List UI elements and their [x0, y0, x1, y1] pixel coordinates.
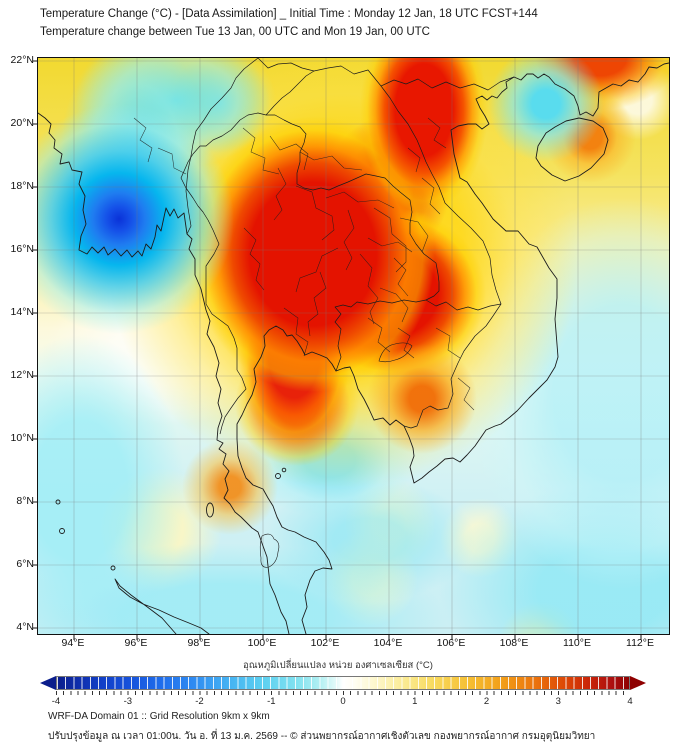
page-title: Temperature Change (°C) - [Data Assimila… [40, 8, 538, 20]
map-plot-area [33, 57, 670, 640]
colorbar-tick-label: -4 [51, 696, 61, 707]
lake-outlines [259, 342, 413, 568]
sumatra-coast [114, 578, 210, 635]
lon-axis-label: 108°E [499, 637, 529, 649]
lon-axis-label: 98°E [187, 637, 211, 649]
lon-axis-label: 100°E [247, 637, 277, 649]
geography-overlay [33, 57, 670, 640]
colorbar-tick-label: 0 [340, 696, 346, 707]
lat-axis-label: 22°N [10, 54, 34, 66]
grid-lines [38, 58, 669, 634]
temperature-heatmap-layer [38, 58, 669, 634]
colorbar-left-arrow [40, 676, 56, 690]
lat-axis-label: 16°N [10, 243, 34, 255]
hainan-island [535, 117, 609, 182]
footer-credit-info: ปรับปรุงข้อมูล ณ เวลา 01:00น. วัน อ. ที่… [48, 731, 596, 742]
axis-ticks [33, 60, 642, 640]
page-subtitle: Temperature change between Tue 13 Jan, 0… [40, 26, 430, 38]
phuket-island [206, 502, 214, 518]
lat-axis-label: 20°N [10, 117, 34, 129]
colorbar-tick-label: 3 [555, 696, 561, 707]
lon-axis-label: 96°E [124, 637, 148, 649]
lon-axis-label: 110°E [563, 637, 591, 649]
lat-axis-label: 18°N [10, 180, 34, 192]
lat-axis-label: 4°N [16, 621, 34, 633]
lat-axis-label: 12°N [10, 369, 34, 381]
colorbar-tick-label: -2 [195, 696, 204, 707]
lon-axis-label: 94°E [61, 637, 85, 649]
colorbar-gradient [56, 676, 630, 690]
colorbar-tick-label: 2 [483, 696, 490, 707]
coastline-paths [37, 62, 670, 635]
colorbar-tick-strip [56, 691, 630, 695]
country-border-paths [180, 57, 515, 435]
lat-axis-label: 8°N [16, 495, 34, 507]
province-border-paths [133, 117, 475, 411]
lon-axis-label: 112°E [626, 637, 654, 649]
lat-axis-label: 6°N [16, 558, 34, 570]
lat-axis-label: 14°N [10, 306, 34, 318]
songkhla-lake [259, 533, 280, 568]
colorbar-tick-label: 4 [627, 696, 633, 707]
lon-axis-label: 106°E [436, 637, 466, 649]
lat-axis-label: 10°N [10, 432, 34, 444]
colorbar-tick-label: 1 [412, 696, 418, 707]
colorbar-right-arrow [630, 676, 646, 690]
colorbar-title: อุณหภูมิเปลี่ยนแปลง หน่วย องศาเซลเซียส (… [243, 660, 433, 671]
lon-axis-label: 104°E [373, 637, 403, 649]
footer-domain-info: WRF-DA Domain 01 :: Grid Resolution 9km … [48, 711, 270, 722]
colorbar [40, 676, 646, 690]
colorbar-tick-label: -3 [123, 696, 133, 707]
tonle-sap-lake [378, 342, 413, 363]
lon-axis-label: 102°E [310, 637, 340, 649]
colorbar-tick-label: -1 [267, 696, 276, 707]
